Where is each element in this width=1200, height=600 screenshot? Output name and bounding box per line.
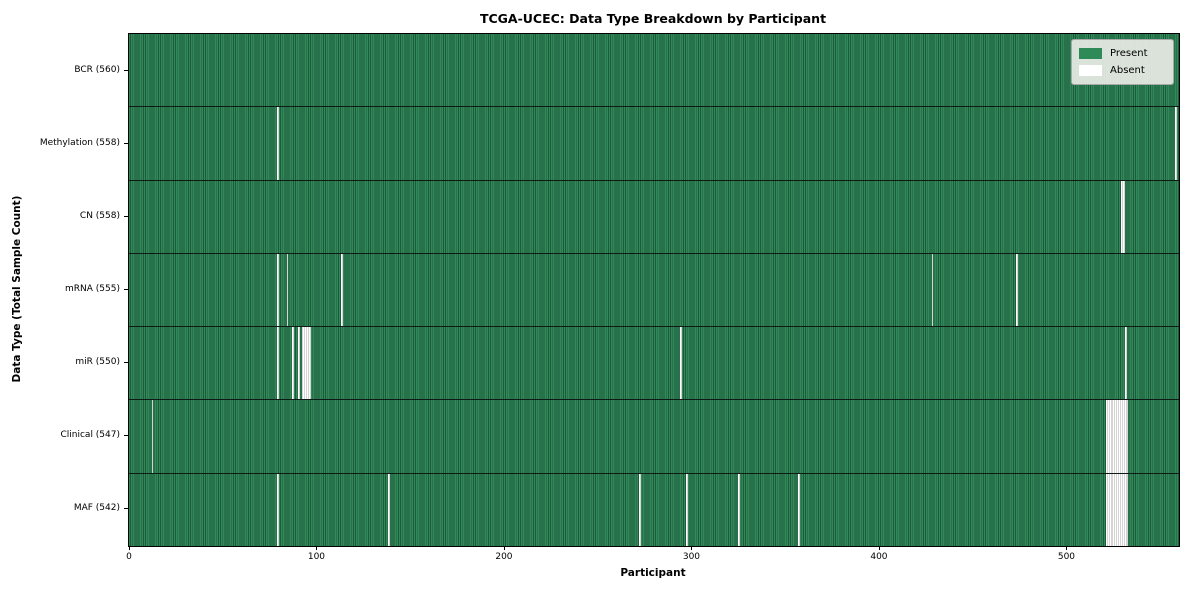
y-tick xyxy=(124,69,128,71)
legend-label-present: Present xyxy=(1110,48,1148,59)
y-tick xyxy=(124,435,128,437)
absent-mark xyxy=(277,253,279,327)
x-tick xyxy=(878,546,880,550)
heatmap-row-Methylation xyxy=(129,107,1179,181)
absent-mark xyxy=(303,327,306,400)
absent-mark xyxy=(1124,400,1127,473)
absent-mark xyxy=(1109,400,1112,473)
y-tick xyxy=(124,142,128,144)
x-tick xyxy=(128,546,130,550)
x-tick xyxy=(1066,546,1068,550)
heatmap-row-Clinical xyxy=(129,400,1179,474)
y-tick-label: MAF (542) xyxy=(73,503,120,514)
absent-mark xyxy=(738,473,741,546)
heatmap-row-MAF xyxy=(129,473,1179,546)
x-tick xyxy=(316,546,318,550)
absent-mark xyxy=(931,253,934,327)
absent-mark xyxy=(1015,253,1018,327)
chart-title: TCGA-UCEC: Data Type Breakdown by Partic… xyxy=(479,11,827,26)
absent-mark xyxy=(1107,473,1110,546)
y-tick xyxy=(124,215,128,217)
absent-mark xyxy=(1122,473,1125,546)
present-swatch-icon xyxy=(1079,48,1102,59)
absent-mark xyxy=(1175,107,1178,180)
absent-mark xyxy=(1113,400,1116,473)
x-tick-label: 100 xyxy=(307,552,326,562)
legend-item-absent: Absent xyxy=(1079,62,1165,79)
x-tick-label: 200 xyxy=(495,552,513,562)
x-tick-label: 300 xyxy=(682,552,701,562)
absent-mark xyxy=(1120,400,1123,473)
heatmap-rows-container xyxy=(129,34,1179,546)
heatmap-row-mRNA xyxy=(129,253,1179,328)
absent-mark xyxy=(307,327,309,400)
absent-mark xyxy=(1117,400,1119,473)
x-tick xyxy=(691,546,693,550)
absent-mark xyxy=(1111,473,1114,546)
absent-mark xyxy=(639,473,641,546)
absent-mark xyxy=(1120,473,1123,546)
y-tick-label: BCR (560) xyxy=(74,64,120,75)
absent-mark xyxy=(277,107,279,180)
y-tick-label: CN (558) xyxy=(79,210,120,221)
absent-mark xyxy=(340,253,343,327)
absent-mark xyxy=(685,473,688,546)
absent-mark xyxy=(1109,473,1112,546)
heatmap-row-miR xyxy=(129,327,1179,401)
absent-mark xyxy=(1115,473,1118,546)
absent-mark xyxy=(151,400,154,473)
absent-mark xyxy=(1124,473,1127,546)
absent-mark xyxy=(1120,180,1123,253)
x-axis-label: Participant xyxy=(620,567,686,579)
legend: Present Absent xyxy=(1071,39,1174,85)
heatmap-row-BCR xyxy=(129,34,1179,108)
absent-mark xyxy=(1124,327,1127,400)
y-axis-label: Data Type (Total Sample Count) xyxy=(11,195,23,383)
absent-mark xyxy=(387,473,390,546)
x-tick xyxy=(503,546,505,550)
legend-item-present: Present xyxy=(1079,45,1165,62)
absent-mark xyxy=(1105,473,1108,546)
absent-mark xyxy=(1126,473,1129,546)
absent-mark xyxy=(286,253,289,327)
absent-mark xyxy=(292,327,294,400)
absent-mark xyxy=(1119,473,1121,546)
absent-mark xyxy=(309,327,311,400)
absent-mark xyxy=(1105,400,1108,473)
absent-mark xyxy=(1122,180,1125,253)
absent-mark xyxy=(1119,400,1121,473)
absent-mark xyxy=(1126,400,1129,473)
absent-mark xyxy=(680,327,683,400)
y-tick xyxy=(124,289,128,290)
absent-mark xyxy=(1115,400,1118,473)
y-tick xyxy=(124,362,128,364)
y-tick xyxy=(124,508,128,510)
absent-swatch-icon xyxy=(1079,65,1102,76)
y-tick-label: miR (550) xyxy=(75,357,120,368)
absent-mark xyxy=(1122,400,1125,473)
absent-mark xyxy=(798,473,801,546)
absent-mark xyxy=(277,327,279,400)
x-tick-label: 400 xyxy=(870,552,888,562)
y-tick-label: Methylation (558) xyxy=(39,137,120,148)
absent-mark xyxy=(1117,473,1119,546)
x-tick-label: 500 xyxy=(1057,552,1076,562)
plot-area: Present Absent xyxy=(128,33,1180,547)
heatmap-row-CN xyxy=(129,180,1179,254)
absent-mark xyxy=(1113,473,1116,546)
absent-mark xyxy=(301,327,304,400)
absent-mark xyxy=(1111,400,1114,473)
absent-mark xyxy=(1107,400,1110,473)
absent-mark xyxy=(277,473,279,546)
absent-mark xyxy=(305,327,308,400)
y-tick-label: mRNA (555) xyxy=(65,284,120,294)
y-tick-label: Clinical (547) xyxy=(60,430,120,441)
x-tick-label: 0 xyxy=(126,552,132,562)
absent-mark xyxy=(297,327,300,400)
legend-label-absent: Absent xyxy=(1110,65,1145,76)
